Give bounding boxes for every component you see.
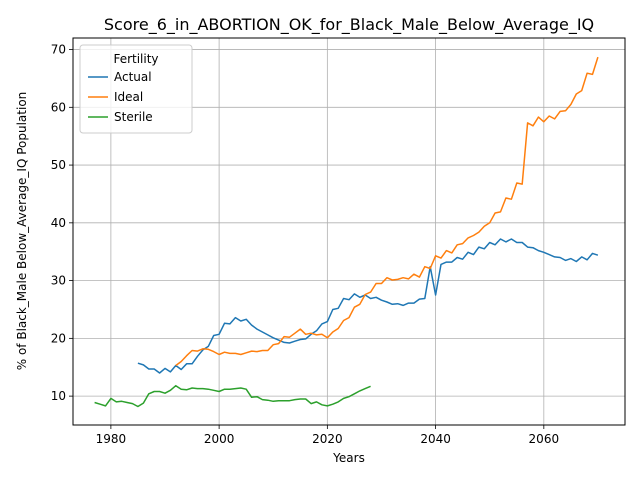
legend-label-ideal: Ideal — [114, 90, 143, 104]
y-tick-label: 30 — [51, 274, 66, 288]
plot-frame — [72, 37, 626, 426]
series-lines — [94, 56, 599, 408]
x-tick-label: 2040 — [420, 432, 451, 446]
x-tick-label: 2060 — [529, 432, 560, 446]
legend-label-sterile: Sterile — [114, 110, 153, 124]
y-tick-label: 40 — [51, 216, 66, 230]
x-tick-label: 2000 — [204, 432, 235, 446]
legend: Fertility Actual Ideal Sterile — [79, 44, 193, 134]
y-tick-label: 10 — [51, 389, 66, 403]
legend-items: Actual Ideal Sterile — [88, 70, 153, 124]
x-tick-label: 1980 — [96, 432, 127, 446]
x-axis-ticks: 1980 2000 2020 2040 2060 — [96, 425, 559, 446]
legend-title: Fertility — [113, 52, 158, 66]
y-tick-label: 70 — [51, 43, 66, 57]
series-line-actual — [137, 238, 599, 374]
legend-label-actual: Actual — [114, 70, 152, 84]
y-axis-label: % of Black_Male Below_Average_IQ Populat… — [15, 92, 29, 371]
y-tick-label: 50 — [51, 158, 66, 172]
y-tick-label: 20 — [51, 331, 66, 345]
y-tick-label: 60 — [51, 100, 66, 114]
series-line-ideal — [175, 56, 599, 367]
x-tick-label: 2020 — [312, 432, 343, 446]
x-axis-label: Years — [332, 451, 365, 465]
y-axis-ticks: 10 20 30 40 50 60 70 — [51, 43, 73, 403]
legend-box — [79, 44, 193, 134]
series-line-sterile — [94, 384, 371, 408]
chart-title: Score_6_in_ABORTION_OK_for_Black_Male_Be… — [104, 15, 594, 35]
